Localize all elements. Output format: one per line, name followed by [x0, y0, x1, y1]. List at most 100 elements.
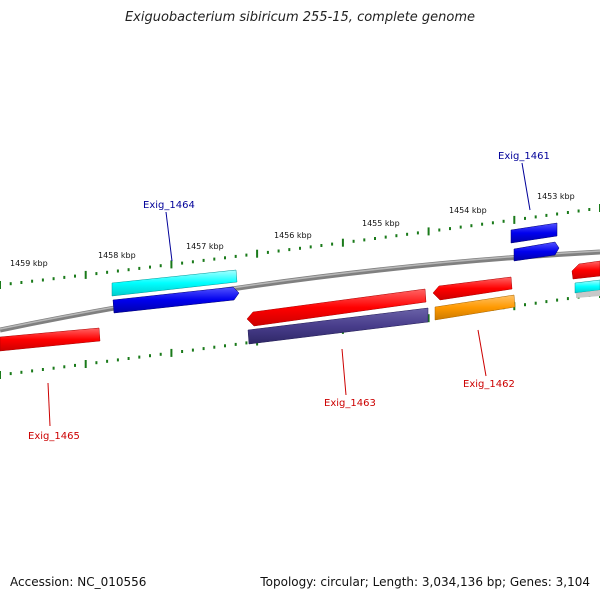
outer-scale-minor-tick [299, 246, 301, 250]
leader-exig-1464 [165, 211, 173, 262]
gene-label-exig-1461[interactable]: Exig_1461 [498, 151, 550, 162]
outer-scale-minor-tick [588, 208, 591, 211]
gene-exig-1462-red[interactable] [432, 276, 513, 301]
inner-scale-minor-tick [566, 297, 569, 301]
gene-exig-1464-cyan[interactable] [111, 269, 238, 297]
inner-scale-minor-tick [213, 345, 216, 349]
outer-scale-minor-tick [213, 257, 216, 261]
outer-scale-minor-tick [181, 261, 184, 265]
tick-label-1457: 1457 kbp [186, 242, 224, 251]
outer-scale-minor-tick [384, 235, 387, 239]
gene-exig-1462[interactable] [434, 294, 516, 321]
outer-scale-minor-tick [459, 225, 462, 229]
outer-scale-major-tick [341, 238, 344, 247]
outer-scale-minor-tick [363, 238, 366, 242]
inner-scale-minor-tick [234, 342, 237, 346]
inner-scale-minor-tick [191, 348, 194, 352]
outer-scale-minor-tick [202, 258, 205, 262]
tick-label-1459: 1459 kbp [10, 259, 48, 268]
inner-scale-minor-tick [95, 361, 98, 365]
outer-scale-minor-tick [556, 212, 559, 216]
outer-scale-minor-tick [449, 227, 451, 231]
outer-scale-minor-tick [138, 266, 141, 270]
leader-exig-1465 [47, 382, 51, 427]
outer-scale-minor-tick [577, 209, 580, 213]
accession-label: Accession: NC_010556 [10, 575, 147, 589]
inner-scale-minor-tick [20, 370, 23, 374]
outer-scale-major-tick [84, 270, 87, 279]
outer-scale-minor-tick [20, 281, 23, 284]
gene-label-exig-1463[interactable]: Exig_1463 [324, 398, 376, 409]
outer-scale-minor-tick [545, 213, 548, 217]
outer-scale [0, 204, 600, 289]
tick-label-1458: 1458 kbp [98, 251, 136, 260]
leader-exig-1461 [521, 162, 531, 211]
outer-scale-minor-tick [534, 215, 537, 219]
gene-exig-1461[interactable] [513, 241, 560, 262]
outer-scale-minor-tick [470, 224, 473, 228]
outer-scale-minor-tick [41, 278, 44, 282]
outer-scale-major-tick [513, 215, 516, 224]
gene-label-exig-1462[interactable]: Exig_1462 [463, 379, 515, 390]
gene-label-exig-1465[interactable]: Exig_1465 [28, 431, 80, 442]
outer-scale-minor-tick [95, 272, 98, 276]
outer-scale-minor-tick [566, 211, 569, 214]
outer-scale-minor-tick [191, 260, 194, 264]
outer-scale-major-tick [0, 281, 1, 289]
gene-exig-1464[interactable] [112, 286, 240, 314]
outer-scale-minor-tick [159, 264, 162, 268]
outer-scale-minor-tick [491, 221, 494, 225]
outer-scale-minor-tick [245, 253, 248, 257]
outer-scale-minor-tick [234, 254, 237, 258]
outer-scale-minor-tick [309, 245, 312, 249]
outer-scale-minor-tick [266, 250, 269, 254]
gene-exig-1465[interactable] [0, 327, 101, 352]
inner-scale-major-tick [84, 360, 87, 368]
outer-scale-minor-tick [74, 274, 76, 278]
outer-scale-minor-tick [502, 219, 505, 223]
inner-scale-major-tick [427, 314, 430, 323]
gene-partial-cyan-right[interactable] [574, 279, 600, 294]
outer-scale-minor-tick [224, 256, 226, 260]
outer-scale-minor-tick [149, 265, 151, 269]
gene-exig-1463-red[interactable] [246, 288, 427, 327]
outer-scale-minor-tick [352, 239, 355, 243]
outer-scale-minor-tick [406, 232, 409, 236]
inner-scale-minor-tick [202, 347, 205, 351]
inner-scale-minor-tick [41, 368, 44, 371]
outer-scale-minor-tick [116, 269, 119, 273]
gene-exig-1463[interactable] [247, 307, 429, 345]
inner-scale-major-tick [0, 371, 1, 379]
genome-summary-label: Topology: circular; Length: 3,034,136 bp… [260, 575, 590, 589]
gene-partial-grey-right[interactable] [576, 290, 600, 298]
outer-scale-minor-tick [331, 242, 334, 246]
inner-scale-minor-tick [181, 350, 184, 353]
gene-label-exig-1464[interactable]: Exig_1464 [143, 200, 195, 211]
gene-exig-1461-top[interactable] [510, 222, 558, 244]
inner-scale-minor-tick [524, 303, 526, 307]
inner-scale-minor-tick [52, 366, 55, 370]
tick-label-1456: 1456 kbp [274, 231, 312, 240]
inner-scale-minor-tick [149, 354, 151, 358]
tick-label-1454: 1454 kbp [449, 206, 487, 215]
inner-scale-minor-tick [224, 344, 226, 348]
gene-partial-red-right[interactable] [571, 260, 600, 280]
outer-scale-minor-tick [374, 237, 376, 240]
outer-scale-minor-tick [106, 270, 109, 274]
inner-scale-minor-tick [534, 301, 537, 305]
map-title: Exiguobacterium sibiricum 255-15, comple… [124, 10, 476, 25]
inner-scale-minor-tick [74, 363, 76, 367]
outer-scale-major-tick [427, 227, 430, 236]
inner-scale-minor-tick [31, 369, 34, 373]
outer-scale-minor-tick [52, 277, 55, 281]
inner-scale-minor-tick [159, 352, 162, 356]
outer-scale-minor-tick [63, 275, 66, 279]
inner-scale-minor-tick [556, 298, 559, 302]
leader-exig-1463 [341, 348, 347, 396]
outer-scale-minor-tick [127, 268, 130, 272]
outer-scale-minor-tick [277, 249, 280, 253]
outer-scale-minor-tick [288, 248, 291, 252]
outer-scale-minor-tick [438, 228, 441, 232]
inner-scale-minor-tick [245, 341, 248, 345]
